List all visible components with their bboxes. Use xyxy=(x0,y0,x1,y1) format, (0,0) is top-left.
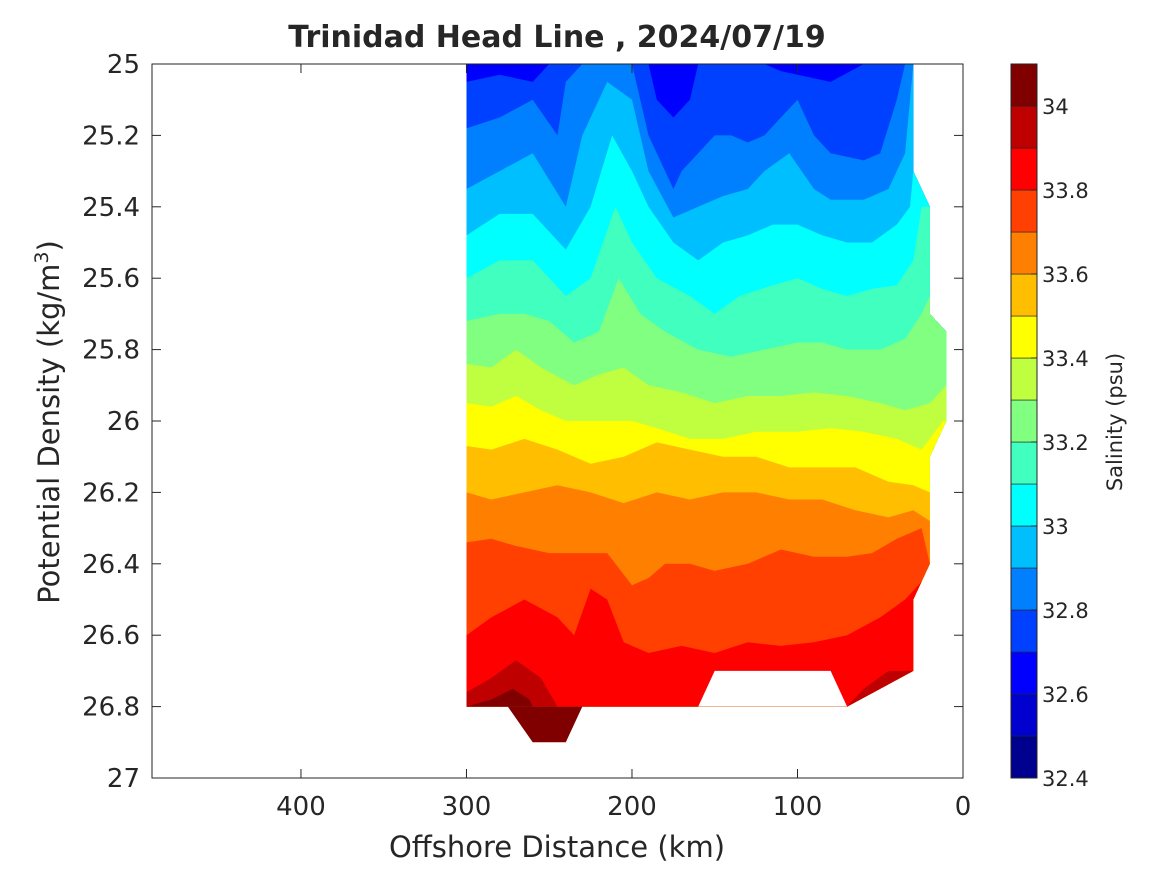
x-tick-label: 0 xyxy=(955,792,972,822)
colorbar-tick-label: 34 xyxy=(1042,95,1069,119)
no-data-notch xyxy=(698,670,848,707)
y-tick-label: 25.6 xyxy=(82,264,140,294)
colorbar-segment xyxy=(1010,147,1038,191)
colorbar-tick-label: 32.4 xyxy=(1042,767,1089,791)
x-axis-label: Offshore Distance (km) xyxy=(389,830,725,864)
colorbar-segment xyxy=(1010,357,1038,401)
colorbar-segment xyxy=(1010,525,1038,569)
section-bands xyxy=(466,64,947,707)
colorbar-segment xyxy=(1010,189,1038,233)
colorbar-segment xyxy=(1010,105,1038,149)
colorbar-tick-label: 33.8 xyxy=(1042,179,1089,203)
colorbar-segment xyxy=(1010,231,1038,275)
y-axis-label-main: Potential Density (kg/m xyxy=(32,264,66,604)
colorbar-ticks: 32.4 32.6 32.8 33 33.2 33.4 33.6 33.8 34 xyxy=(1031,95,1089,791)
x-axis-ticks: 400 300 200 100 0 xyxy=(276,64,971,822)
colorbar-segment xyxy=(1010,63,1038,107)
chart-title: Trinidad Head Line , 2024/07/19 xyxy=(288,20,825,55)
y-tick-label: 26.6 xyxy=(82,621,140,651)
colorbar-tick-label: 32.6 xyxy=(1042,683,1089,707)
y-tick-label: 26.2 xyxy=(82,478,140,508)
y-tick-label: 26.4 xyxy=(82,550,140,580)
colorbar-segment xyxy=(1010,399,1038,443)
x-tick-label: 100 xyxy=(773,792,823,822)
y-axis-label-close: ) xyxy=(32,240,66,251)
colorbar-segment xyxy=(1010,273,1038,317)
colorbar-tick-label: 33.6 xyxy=(1042,263,1089,287)
deep-saline-lobe xyxy=(507,706,583,743)
colorbar-tick-label: 32.8 xyxy=(1042,599,1089,623)
y-tick-label: 25.2 xyxy=(82,121,140,151)
x-tick-label: 200 xyxy=(607,792,657,822)
y-tick-label: 26.8 xyxy=(82,693,140,723)
colorbar-segment xyxy=(1010,441,1038,485)
colorbar-segment xyxy=(1010,735,1038,779)
colorbar-tick-label: 33 xyxy=(1042,515,1069,539)
colorbar-segment xyxy=(1010,483,1038,527)
y-tick-label: 25 xyxy=(107,50,140,80)
colorbar-segment xyxy=(1010,567,1038,611)
y-axis-ticks: 25 25.2 25.4 25.6 25.8 26 26.2 26.4 26.6 26.8 27 xyxy=(82,50,963,794)
colorbar-segment xyxy=(1010,609,1038,653)
y-tick-label: 25.8 xyxy=(82,336,140,366)
x-tick-label: 400 xyxy=(276,792,326,822)
y-tick-label: 26 xyxy=(107,407,140,437)
colorbar-tick-label: 33.4 xyxy=(1042,347,1089,371)
y-tick-label: 25.4 xyxy=(82,193,140,223)
colorbar xyxy=(1010,63,1038,779)
colorbar-frame xyxy=(1010,63,1038,779)
x-tick-label: 300 xyxy=(442,792,492,822)
colorbar-label: Salinity (psu) xyxy=(1103,353,1127,491)
colorbar-segment xyxy=(1010,315,1038,359)
contour-fill-layer xyxy=(466,64,947,743)
y-tick-label: 27 xyxy=(107,764,140,794)
colorbar-segment xyxy=(1010,693,1038,737)
colorbar-tick-label: 33.2 xyxy=(1042,431,1089,455)
colorbar-segment xyxy=(1010,651,1038,695)
y-axis-label: Potential Density (kg/m3) xyxy=(31,240,66,604)
y-axis-label-superscript: 3 xyxy=(31,251,53,263)
